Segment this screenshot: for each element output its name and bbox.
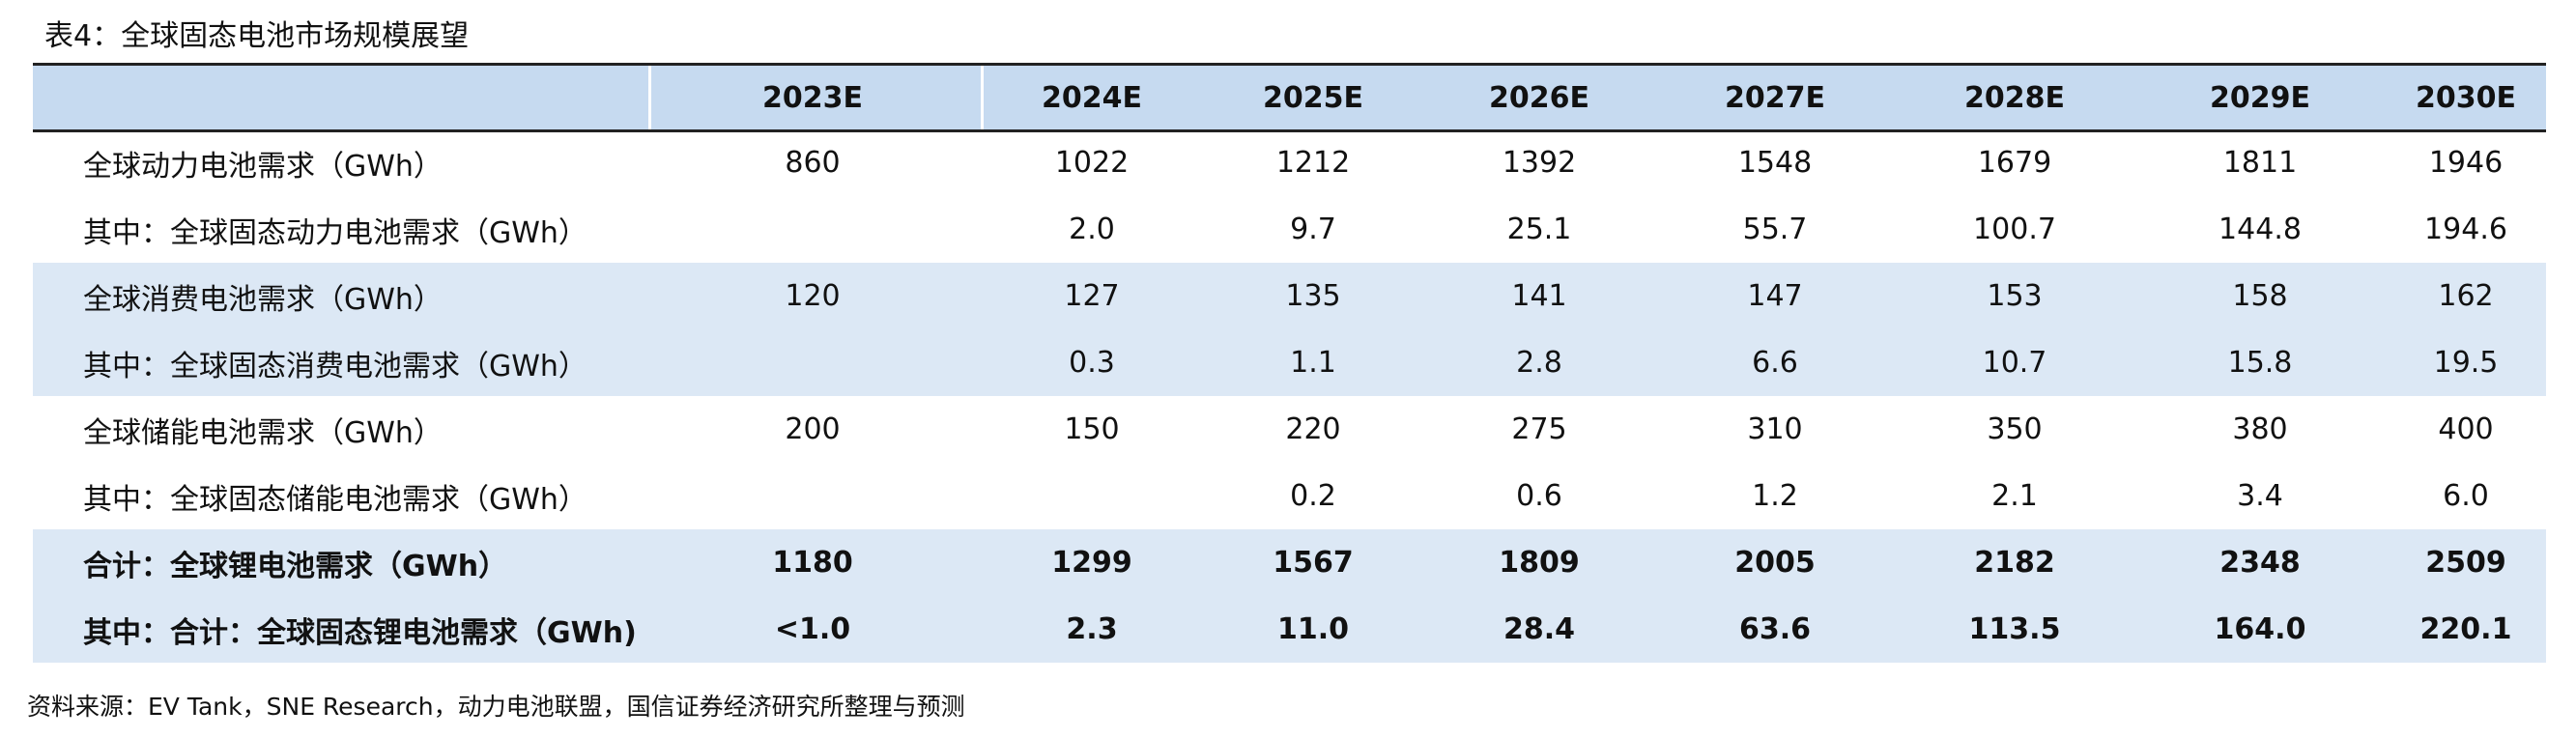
table-row: 全球储能电池需求（GWh） 200 150 220 275 310 350 380 400: [33, 396, 2546, 463]
table-cell: 0.3: [1069, 346, 1115, 380]
table-row: 其中：全球固态消费电池需求（GWh） 0.3 1.1 2.8 6.6 10.7 15.8 19…: [33, 329, 2546, 396]
table-row: 其中：全球固态动力电池需求（GWh） 2.0 9.7 25.1 55.7 100.7 144…: [33, 196, 2546, 263]
table-cell: 9.7: [1290, 213, 1336, 246]
table-cell: 120: [785, 279, 841, 313]
table-cell: 1811: [2222, 146, 2298, 180]
table-cell: 275: [1511, 412, 1567, 446]
table-row: 合计：全球锂电池需求（GWh） 1180 1299 1567 1809 2005 2182 2…: [33, 529, 2546, 596]
table-cell: 6.0: [2443, 479, 2489, 513]
table-cell: 310: [1747, 412, 1803, 446]
table-cell: 1946: [2428, 146, 2504, 180]
separator: [648, 66, 651, 129]
table-cell: 350: [1987, 412, 2043, 446]
table-cell: 141: [1511, 279, 1567, 313]
column-header: 2026E: [1489, 80, 1589, 115]
row-label: 全球储能电池需求（GWh）: [83, 415, 443, 450]
row-label: 其中：合计：全球固态锂电池需求（GWh): [83, 615, 637, 650]
table-cell: 164.0: [2214, 612, 2306, 646]
table-cell: 6.6: [1752, 346, 1798, 380]
row-label: 其中：全球固态动力电池需求（GWh）: [83, 215, 587, 250]
table: 2023E 2024E 2025E 2026E 2027E 2028E 2029E 2030E…: [33, 63, 2546, 663]
table-cell: 1299: [1051, 546, 1132, 580]
table-cell: 220: [1285, 412, 1341, 446]
table-cell: 144.8: [2218, 213, 2302, 246]
header-row: 2023E 2024E 2025E 2026E 2027E 2028E 2029E 2030E: [33, 66, 2546, 132]
table-cell: 1679: [1977, 146, 2052, 180]
table-cell: 25.1: [1506, 213, 1572, 246]
table-cell: 380: [2232, 412, 2288, 446]
column-header: 2024E: [1042, 80, 1142, 115]
source: 资料来源：EV Tank，SNE Research，动力电池联盟，国信证券经济研…: [27, 693, 965, 721]
table-cell: 2.0: [1069, 213, 1115, 246]
table-row: 全球消费电池需求（GWh） 120 127 135 141 147 153 158 162: [33, 263, 2546, 329]
table-cell: 100.7: [1973, 213, 2056, 246]
column-header: 2029E: [2210, 80, 2310, 115]
table-cell: 135: [1285, 279, 1341, 313]
table-cell: 55.7: [1742, 213, 1808, 246]
table-cell: 10.7: [1982, 346, 2047, 380]
table-row: 其中：合计：全球固态锂电池需求（GWh) <1.0 2.3 11.0 28.4 63.6 1…: [33, 596, 2546, 663]
table-cell: 158: [2232, 279, 2288, 313]
table-cell: 220.1: [2419, 612, 2512, 646]
row-label: 全球消费电池需求（GWh）: [83, 282, 443, 317]
table-row: 其中：全球固态储能电池需求（GWh） 0.2 0.6 1.2 2.1 3.4 6.0: [33, 463, 2546, 529]
table-cell: 1548: [1737, 146, 1813, 180]
table-cell: 2509: [2425, 546, 2506, 580]
table-cell: 2.1: [1991, 479, 2038, 513]
table-cell: 400: [2438, 412, 2494, 446]
title: 表4：全球固态电池市场规模展望: [44, 19, 470, 53]
table-cell: <1.0: [774, 612, 851, 646]
table-cell: 2.3: [1066, 612, 1118, 646]
row-label: 其中：全球固态储能电池需求（GWh）: [83, 482, 587, 517]
table-cell: 63.6: [1738, 612, 1812, 646]
row-label: 全球动力电池需求（GWh）: [83, 149, 443, 184]
table-cell: 162: [2438, 279, 2494, 313]
table-cell: 0.2: [1290, 479, 1336, 513]
row-label: 合计：全球锂电池需求（GWh）: [83, 549, 508, 583]
table-cell: 2348: [2219, 546, 2301, 580]
table-cell: 19.5: [2433, 346, 2499, 380]
table-cell: 1.2: [1752, 479, 1798, 513]
table-cell: 150: [1064, 412, 1120, 446]
column-header: 2028E: [1964, 80, 2065, 115]
table-cell: 2005: [1734, 546, 1816, 580]
table-cell: 153: [1987, 279, 2043, 313]
table-cell: 194.6: [2424, 213, 2507, 246]
column-header: 2030E: [2416, 80, 2516, 115]
table-row: 全球动力电池需求（GWh） 860 1022 1212 1392 1548 1679 1811…: [33, 129, 2546, 196]
table-cell: 2.8: [1516, 346, 1562, 380]
table-cell: 1.1: [1290, 346, 1336, 380]
table-cell: 200: [785, 412, 841, 446]
table-cell: 15.8: [2227, 346, 2293, 380]
table-cell: 113.5: [1968, 612, 2061, 646]
table-cell: 860: [785, 146, 841, 180]
table-cell: 1567: [1273, 546, 1354, 580]
column-header: 2023E: [762, 80, 863, 115]
table-cell: 11.0: [1276, 612, 1350, 646]
table-cell: 1212: [1275, 146, 1351, 180]
separator: [981, 66, 984, 129]
table-cell: 147: [1747, 279, 1803, 313]
table-cell: 127: [1064, 279, 1120, 313]
column-header: 2025E: [1263, 80, 1363, 115]
table-cell: 1180: [772, 546, 853, 580]
table-cell: 1392: [1502, 146, 1577, 180]
table-cell: 0.6: [1516, 479, 1562, 513]
table-cell: 1022: [1054, 146, 1130, 180]
table-cell: 28.4: [1503, 612, 1576, 646]
row-label: 其中：全球固态消费电池需求（GWh）: [83, 349, 587, 383]
table-cell: 2182: [1974, 546, 2055, 580]
table-cell: 3.4: [2237, 479, 2283, 513]
table-cell: 1809: [1499, 546, 1580, 580]
column-header: 2027E: [1725, 80, 1825, 115]
